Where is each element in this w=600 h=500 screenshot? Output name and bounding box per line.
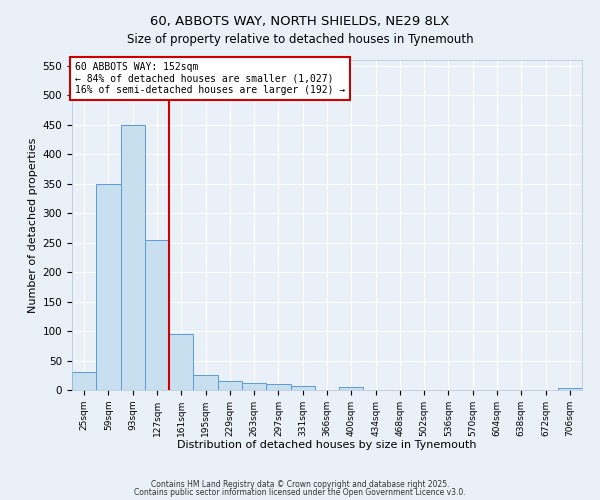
Bar	[193, 376, 218, 390]
Bar	[169, 334, 193, 390]
Bar	[290, 386, 315, 390]
Bar	[96, 184, 121, 390]
Bar	[558, 388, 582, 390]
Bar	[218, 381, 242, 390]
Bar	[339, 387, 364, 390]
Y-axis label: Number of detached properties: Number of detached properties	[28, 138, 38, 312]
Text: 60 ABBOTS WAY: 152sqm
← 84% of detached houses are smaller (1,027)
16% of semi-d: 60 ABBOTS WAY: 152sqm ← 84% of detached …	[74, 62, 345, 95]
Bar	[242, 383, 266, 390]
Bar	[266, 384, 290, 390]
X-axis label: Distribution of detached houses by size in Tynemouth: Distribution of detached houses by size …	[177, 440, 477, 450]
Text: Size of property relative to detached houses in Tynemouth: Size of property relative to detached ho…	[127, 32, 473, 46]
Bar	[145, 240, 169, 390]
Bar	[121, 125, 145, 390]
Text: 60, ABBOTS WAY, NORTH SHIELDS, NE29 8LX: 60, ABBOTS WAY, NORTH SHIELDS, NE29 8LX	[151, 15, 449, 28]
Text: Contains HM Land Registry data © Crown copyright and database right 2025.: Contains HM Land Registry data © Crown c…	[151, 480, 449, 489]
Text: Contains public sector information licensed under the Open Government Licence v3: Contains public sector information licen…	[134, 488, 466, 497]
Bar	[72, 372, 96, 390]
